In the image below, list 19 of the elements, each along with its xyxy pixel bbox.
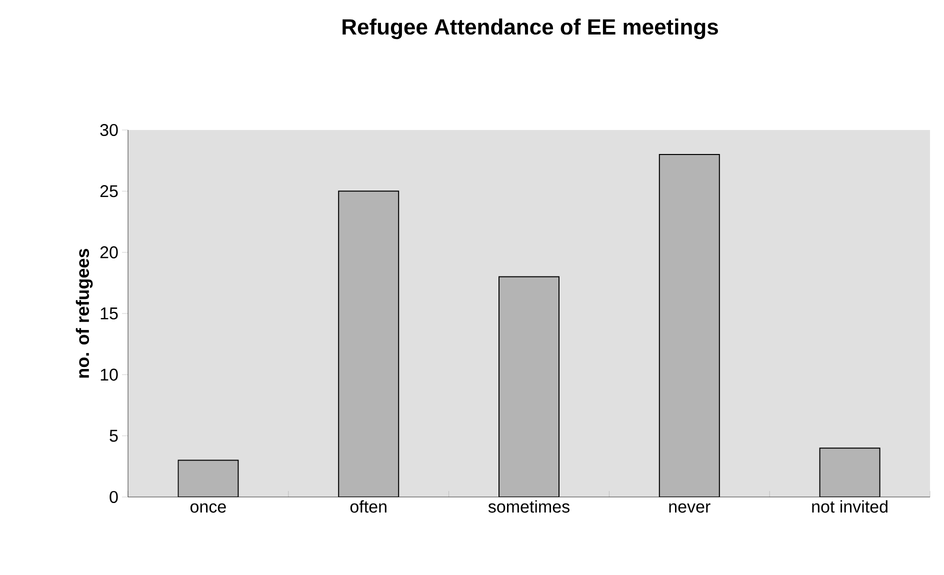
bar [338, 190, 400, 497]
y-tick-label: 0 [110, 490, 118, 504]
y-axis-title: no. of refugees [76, 248, 93, 378]
x-tick-label: sometimes [488, 500, 570, 513]
bar [658, 154, 720, 497]
x-tick-label: not invited [812, 500, 888, 513]
x-tick-label: never [669, 503, 710, 513]
bar [819, 448, 880, 497]
y-tick-label: 30 [100, 124, 118, 136]
bar [178, 460, 239, 497]
x-tick-label: often [350, 500, 386, 513]
y-tick-label: 20 [100, 246, 118, 258]
x-tick-label: once [190, 503, 226, 513]
chart-title: Refugee Attendance of EE meetings [342, 18, 718, 40]
y-tick-label: 5 [110, 430, 118, 442]
y-tick-label: 25 [100, 185, 118, 198]
y-tick-label: 15 [100, 308, 118, 320]
y-tick-label: 10 [100, 368, 118, 381]
bar [498, 276, 560, 497]
